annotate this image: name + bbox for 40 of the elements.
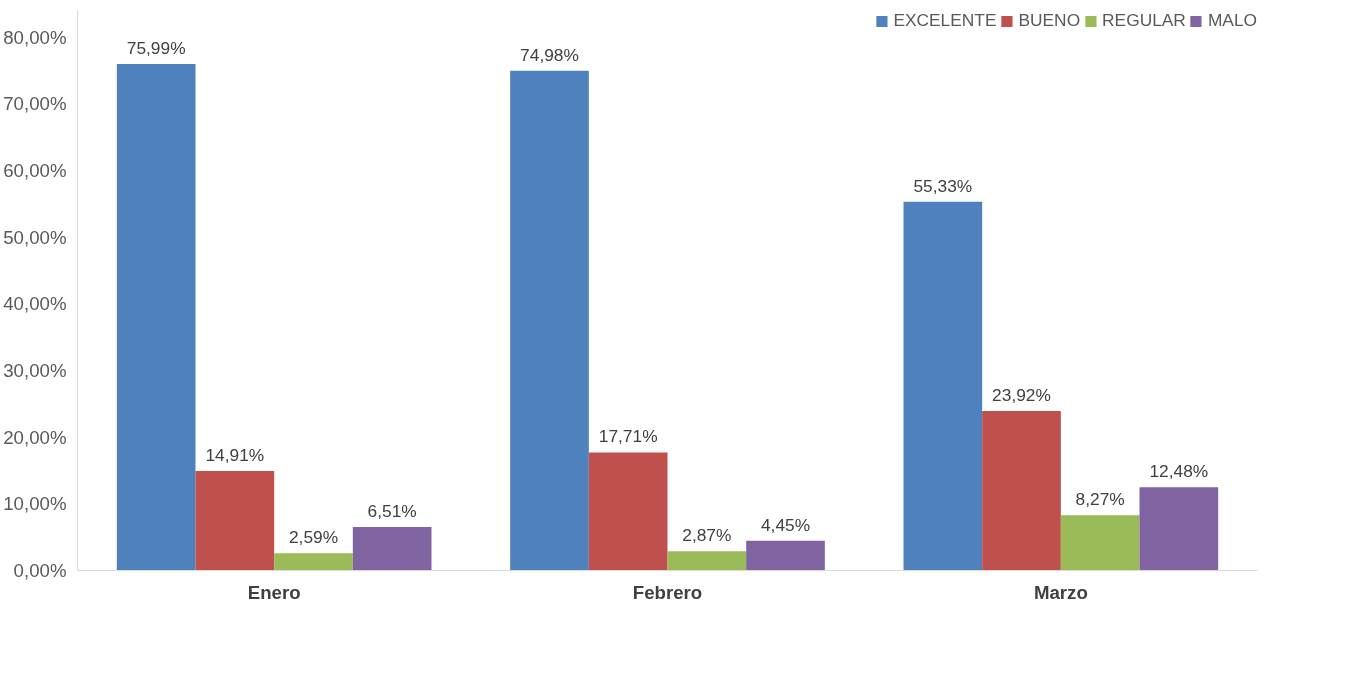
data-label: 2,87% xyxy=(682,525,732,546)
data-label: 14,91% xyxy=(205,445,265,466)
y-tick-label: 20,00% xyxy=(3,426,67,448)
data-label: 74,98% xyxy=(520,44,579,65)
data-label: 17,71% xyxy=(598,426,658,447)
legend-label: BUENO xyxy=(1018,10,1081,31)
bar xyxy=(667,551,747,571)
bar xyxy=(116,63,196,571)
data-label: 6,51% xyxy=(367,501,417,522)
x-tick-label: Febrero xyxy=(632,581,703,603)
bar xyxy=(746,540,825,571)
data-label: 4,45% xyxy=(760,514,811,535)
legend-label: MALO xyxy=(1207,10,1257,31)
bar xyxy=(352,527,432,571)
x-tick-label: Marzo xyxy=(1033,581,1088,603)
bar xyxy=(982,411,1061,571)
x-tick-label: Enero xyxy=(247,581,301,603)
bar xyxy=(274,553,353,571)
data-label: 75,99% xyxy=(126,37,186,58)
y-tick-label: 0,00% xyxy=(13,560,67,581)
bar xyxy=(510,70,589,571)
data-label: 8,27% xyxy=(1075,489,1125,510)
y-tick-label: 80,00% xyxy=(3,26,67,48)
legend-label: REGULAR xyxy=(1102,10,1186,31)
bar xyxy=(1060,515,1140,571)
y-tick-label: 50,00% xyxy=(3,226,67,248)
data-label: 2,59% xyxy=(288,527,339,548)
data-label: 23,92% xyxy=(992,385,1051,406)
y-tick-label: 40,00% xyxy=(3,293,67,315)
data-label: 55,33% xyxy=(913,175,973,196)
bar xyxy=(1139,487,1219,571)
legend-label: EXCELENTE xyxy=(893,10,997,31)
y-tick-label: 10,00% xyxy=(3,493,67,515)
y-tick-label: 30,00% xyxy=(3,360,67,381)
data-label: 12,48% xyxy=(1149,461,1209,482)
bar xyxy=(195,471,275,571)
bar xyxy=(588,452,668,571)
y-tick-label: 70,00% xyxy=(3,93,67,115)
y-tick-label: 60,00% xyxy=(3,160,67,181)
bar xyxy=(903,201,983,571)
